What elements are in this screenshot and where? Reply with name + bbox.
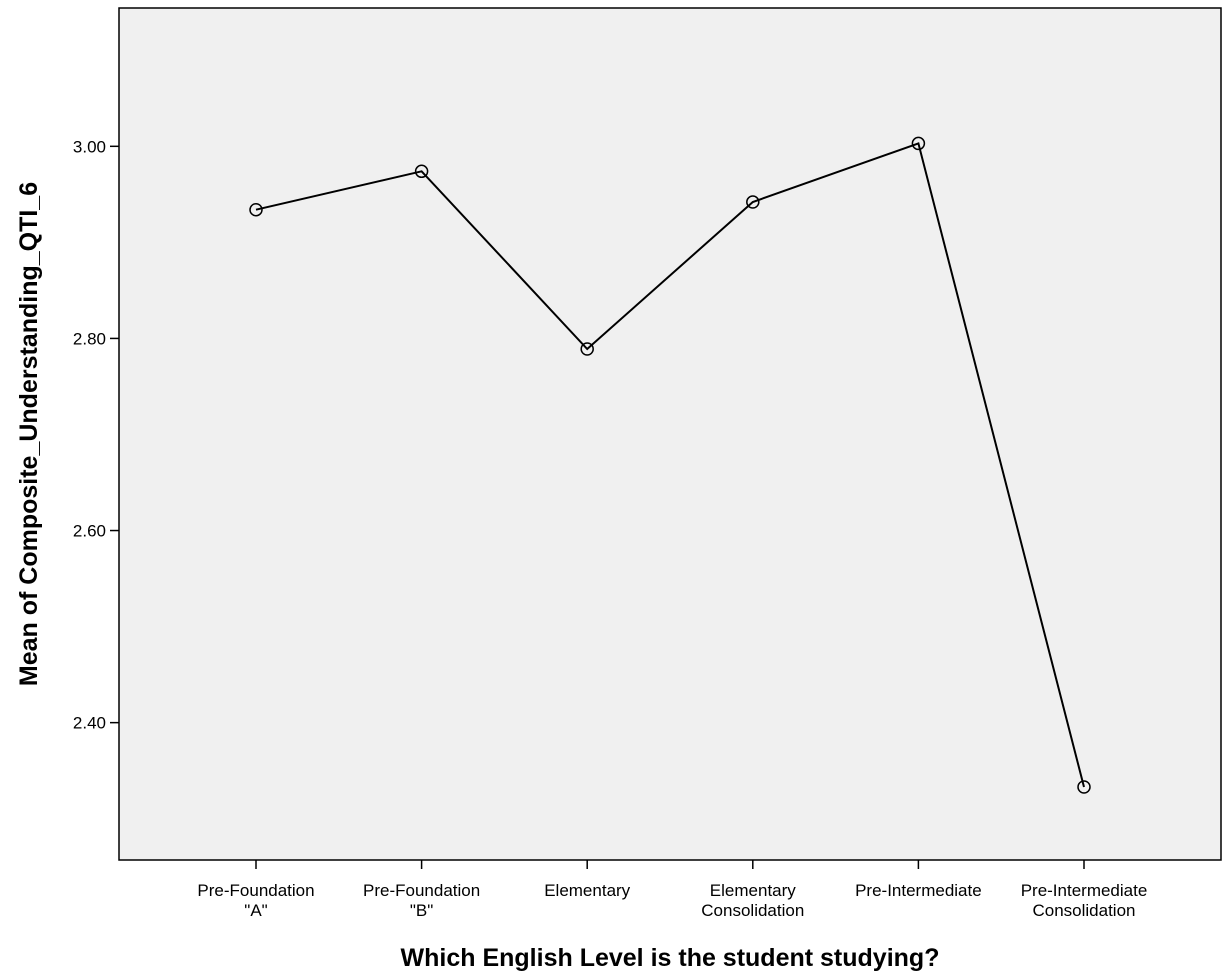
plot-area (118, 7, 1222, 861)
data-point-marker (911, 136, 926, 151)
x-tick-label-line: Pre-Intermediate (855, 881, 982, 900)
x-tick-label-line: Consolidation (701, 901, 804, 920)
x-tick-label: Pre-Foundation "B" (363, 881, 480, 920)
data-point-marker (580, 342, 594, 356)
y-tick-label: 2.60 (73, 522, 106, 541)
x-tick-label-line: "B" (410, 901, 433, 920)
x-tick-label: Pre-Foundation "A" (197, 881, 314, 920)
y-tick-label: 2.40 (73, 714, 106, 733)
x-tick-label-line: Elementary (544, 881, 630, 900)
y-axis: 2.40 2.60 2.80 3.00 (73, 137, 119, 733)
data-point-marker (1077, 780, 1091, 794)
x-tick-label-line: Pre-Foundation (363, 881, 480, 900)
x-axis-title: Which English Level is the student study… (401, 944, 940, 972)
x-tick-label: Elementary (544, 881, 630, 900)
y-tick-label: 3.00 (73, 137, 106, 156)
x-axis: Pre-Foundation "A"Pre-Foundation "B"Elemen… (197, 860, 1147, 920)
y-axis-title: Mean of Composite_Understanding_QTI_6 (15, 182, 43, 686)
series-line-group (249, 136, 1091, 794)
x-tick-label-line: Elementary (710, 881, 796, 900)
x-tick-label-line: Pre-Foundation (197, 881, 314, 900)
data-point-marker (249, 202, 263, 217)
x-tick-label: Pre-Intermediate Consolidation (1021, 881, 1148, 920)
series-line (255, 142, 1085, 788)
y-tick-label: 2.80 (73, 329, 106, 348)
x-tick-label-line: Consolidation (1032, 901, 1135, 920)
x-tick-label: Elementary Consolidation (701, 881, 804, 920)
x-tick-label: Pre-Intermediate (855, 881, 982, 900)
x-tick-label-line: Pre-Intermediate (1021, 881, 1148, 900)
x-tick-label-line: "A" (244, 901, 267, 920)
data-point-marker (414, 164, 429, 179)
data-point-marker (746, 195, 760, 209)
